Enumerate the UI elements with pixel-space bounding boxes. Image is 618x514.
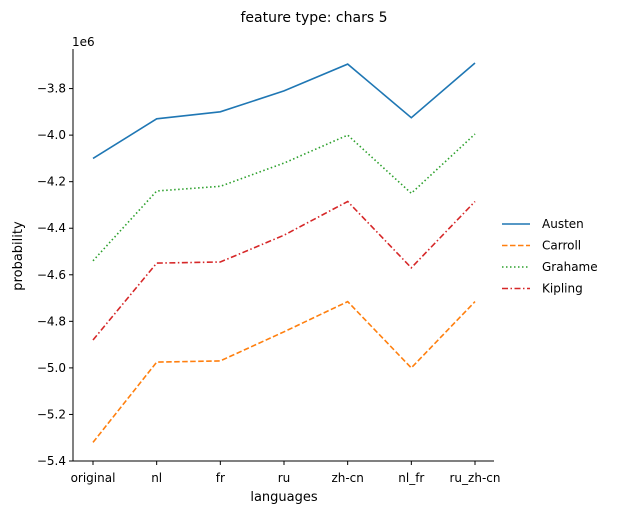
y-tick-label: −4.8: [37, 314, 66, 328]
y-tick-label: −5.4: [37, 454, 66, 468]
chart-title: feature type: chars 5: [241, 10, 388, 26]
x-tick-label: ru_zh-cn: [450, 471, 501, 485]
y-offset-label: 1e6: [72, 35, 95, 49]
series-line-grahame: [92, 133, 476, 262]
y-tick-label: −4.6: [37, 268, 66, 282]
x-axis-ticks: original nl fr ru zh-cn nl_fr ru_zh-cn: [71, 461, 501, 485]
y-axis-label: probability: [11, 221, 26, 291]
y-tick-label: −4.2: [37, 175, 66, 189]
y-tick-label: −3.8: [37, 82, 66, 96]
y-tick-label: −5.2: [37, 407, 66, 421]
series-line-austen: [92, 62, 476, 160]
x-axis-label: languages: [250, 490, 318, 505]
x-tick-label: zh-cn: [331, 471, 363, 485]
x-tick-label: fr: [216, 471, 225, 485]
legend-label: Austen: [542, 217, 584, 231]
y-tick-label: −5.0: [37, 361, 66, 375]
plot-axes: [72, 49, 494, 462]
x-tick-label: original: [71, 471, 116, 485]
x-tick-label: nl: [151, 471, 162, 485]
series-line-kipling: [92, 200, 476, 341]
legend: Austen Carroll Grahame Kipling: [502, 217, 598, 296]
legend-label: Grahame: [542, 260, 598, 274]
y-tick-label: −4.0: [37, 128, 66, 142]
legend-label: Kipling: [542, 282, 583, 296]
legend-label: Carroll: [542, 239, 581, 253]
y-tick-label: −4.4: [37, 221, 66, 235]
x-tick-label: nl_fr: [398, 471, 424, 485]
series-lines: [92, 62, 476, 443]
x-tick-label: ru: [278, 471, 291, 485]
series-line-carroll: [92, 300, 476, 443]
y-axis-ticks: −5.4 −5.2 −5.0 −4.8 −4.6 −4.4 −4.2 −4.0 −3.8: [37, 82, 73, 468]
